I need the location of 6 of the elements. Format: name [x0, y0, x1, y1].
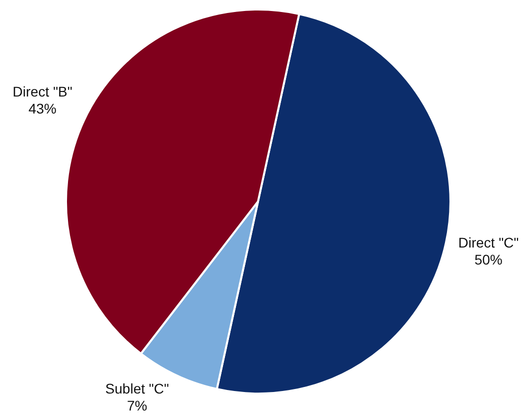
slice-label: Sublet "C" — [105, 380, 169, 396]
slice-label: Direct "C" — [458, 234, 519, 251]
data-label: 7% — [126, 398, 148, 414]
slice-label: Direct "B" — [12, 84, 72, 100]
data-label: 43% — [28, 100, 57, 117]
data-label: 50% — [474, 252, 503, 268]
